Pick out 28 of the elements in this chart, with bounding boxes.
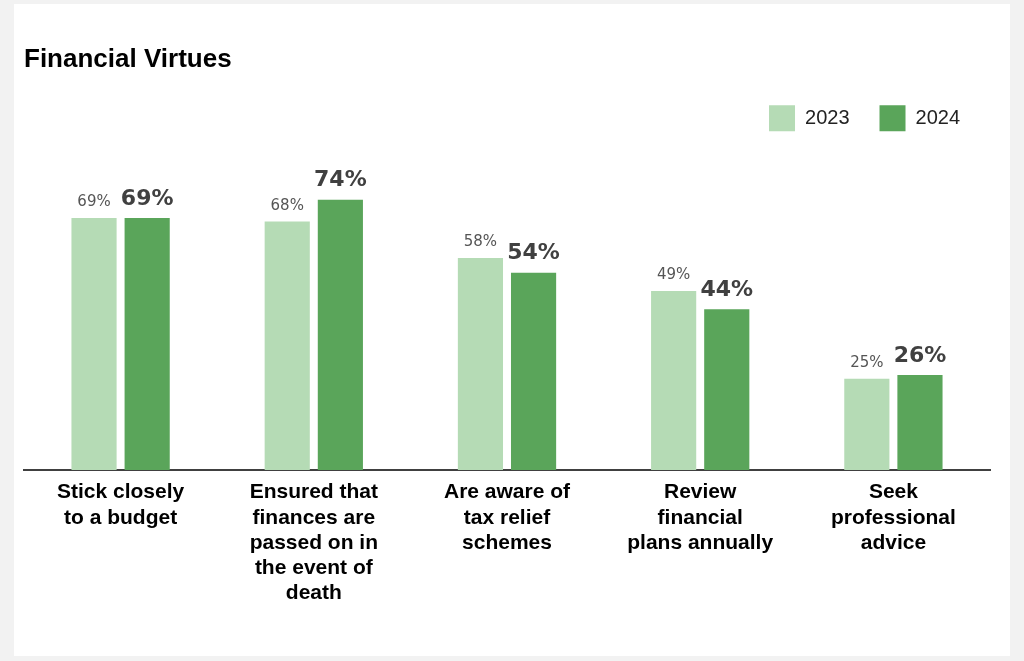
- bar: [264, 221, 310, 470]
- data-label: 44%: [700, 275, 754, 301]
- data-label: 25%: [850, 353, 884, 372]
- legend-label: 2024: [915, 105, 961, 128]
- data-label: 68%: [270, 195, 304, 214]
- x-tick-label: Review financial plans annually: [627, 479, 774, 553]
- bar: [897, 375, 943, 470]
- data-label: 58%: [463, 232, 498, 251]
- bar: [704, 309, 750, 470]
- x-tick-label: Are aware of tax relief schemes: [443, 479, 572, 553]
- bar: [651, 290, 697, 470]
- data-label: 49%: [656, 265, 691, 284]
- legend-label: 2023: [805, 105, 850, 128]
- data-label: 74%: [314, 166, 367, 192]
- data-label: 69%: [120, 184, 174, 210]
- data-label: 54%: [507, 239, 560, 265]
- x-tick-label: Stick closely to a budget: [56, 479, 185, 528]
- chart-title: Financial Virtues: [24, 42, 232, 73]
- bar: [317, 199, 363, 470]
- x-tick-label: Ensured that finances are passed on in the event of death: [249, 479, 378, 604]
- data-label: 69%: [77, 192, 111, 211]
- data-label: 26%: [893, 341, 947, 367]
- bar: [124, 217, 170, 470]
- bar: [71, 217, 117, 470]
- bar: [510, 272, 557, 470]
- bar: [457, 258, 504, 470]
- bar: [844, 378, 890, 470]
- x-tick-label: Seek professional advice: [830, 479, 956, 553]
